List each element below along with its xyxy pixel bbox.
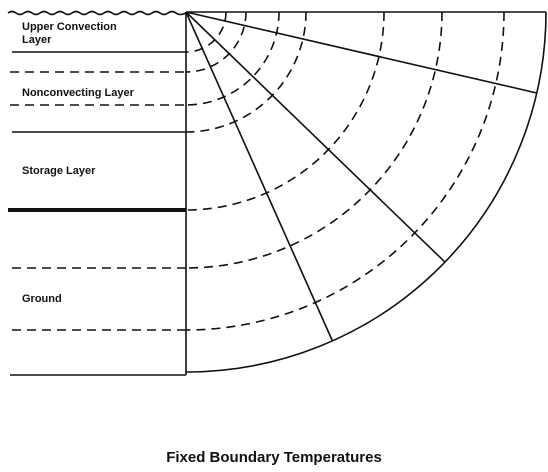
arc bbox=[185, 11, 280, 106]
radial-line bbox=[185, 11, 446, 263]
grid-shapes bbox=[7, 10, 547, 376]
label: Upper Convection bbox=[22, 21, 117, 33]
label: Nonconvecting Layer bbox=[22, 87, 135, 99]
caption: Fixed Boundary Temperatures bbox=[166, 449, 382, 466]
arc bbox=[185, 11, 443, 269]
arc bbox=[185, 11, 505, 331]
arc bbox=[185, 11, 385, 211]
label: Layer bbox=[22, 34, 52, 46]
radial-line bbox=[185, 11, 537, 94]
arc bbox=[185, 11, 307, 133]
label: Storage Layer bbox=[22, 165, 96, 177]
radial-line bbox=[185, 11, 334, 342]
outer-arc bbox=[185, 11, 547, 373]
surface-wave bbox=[7, 10, 187, 16]
arc bbox=[185, 11, 247, 73]
label: Ground bbox=[22, 293, 62, 305]
